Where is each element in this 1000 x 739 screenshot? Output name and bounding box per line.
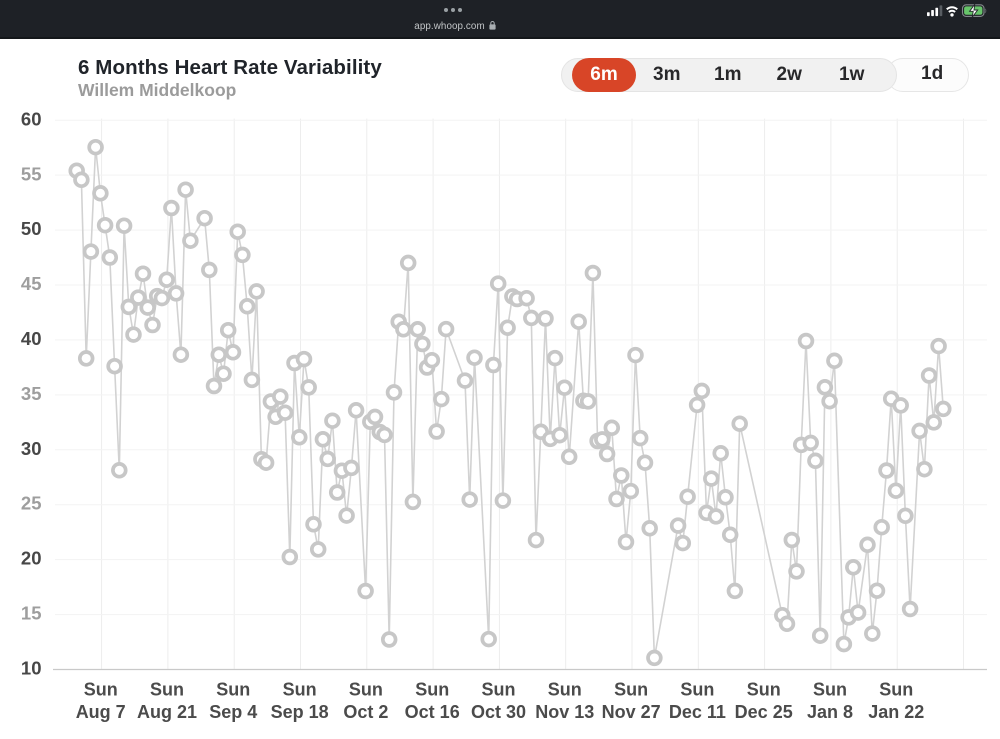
svg-text:10: 10 <box>21 657 42 678</box>
svg-text:Nov 13: Nov 13 <box>535 702 594 722</box>
svg-text:20: 20 <box>21 548 42 569</box>
svg-text:60: 60 <box>21 109 42 130</box>
svg-text:Jan 22: Jan 22 <box>868 702 924 722</box>
svg-text:Sun: Sun <box>150 679 184 699</box>
svg-text:50: 50 <box>21 218 42 239</box>
svg-text:Sun: Sun <box>548 679 582 699</box>
svg-text:Aug 7: Aug 7 <box>76 702 126 722</box>
svg-text:35: 35 <box>21 383 42 404</box>
svg-text:Nov 27: Nov 27 <box>602 702 661 722</box>
svg-text:Sun: Sun <box>747 679 781 699</box>
svg-text:Sun: Sun <box>614 679 648 699</box>
svg-text:Sun: Sun <box>216 679 250 699</box>
svg-text:Sun: Sun <box>482 679 516 699</box>
svg-text:Sun: Sun <box>813 679 847 699</box>
svg-text:25: 25 <box>21 493 42 514</box>
svg-text:Dec 11: Dec 11 <box>669 702 726 722</box>
svg-text:Sun: Sun <box>415 679 449 699</box>
svg-text:45: 45 <box>21 273 42 294</box>
svg-text:Oct 16: Oct 16 <box>405 702 460 722</box>
svg-text:Sep 4: Sep 4 <box>209 702 257 722</box>
svg-text:Aug 21: Aug 21 <box>137 702 197 722</box>
svg-text:Sun: Sun <box>349 679 383 699</box>
svg-text:Sun: Sun <box>84 679 118 699</box>
svg-text:Oct 2: Oct 2 <box>343 702 388 722</box>
svg-text:Dec 25: Dec 25 <box>735 702 793 722</box>
svg-text:30: 30 <box>21 438 42 459</box>
svg-text:Sep 18: Sep 18 <box>271 702 329 722</box>
svg-text:Sun: Sun <box>879 679 913 699</box>
svg-text:15: 15 <box>21 603 42 624</box>
svg-text:Jan 8: Jan 8 <box>807 702 853 722</box>
svg-text:55: 55 <box>21 163 42 184</box>
svg-text:40: 40 <box>21 328 42 349</box>
svg-text:Sun: Sun <box>680 679 714 699</box>
svg-text:Sun: Sun <box>283 679 317 699</box>
svg-text:Oct 30: Oct 30 <box>471 702 526 722</box>
